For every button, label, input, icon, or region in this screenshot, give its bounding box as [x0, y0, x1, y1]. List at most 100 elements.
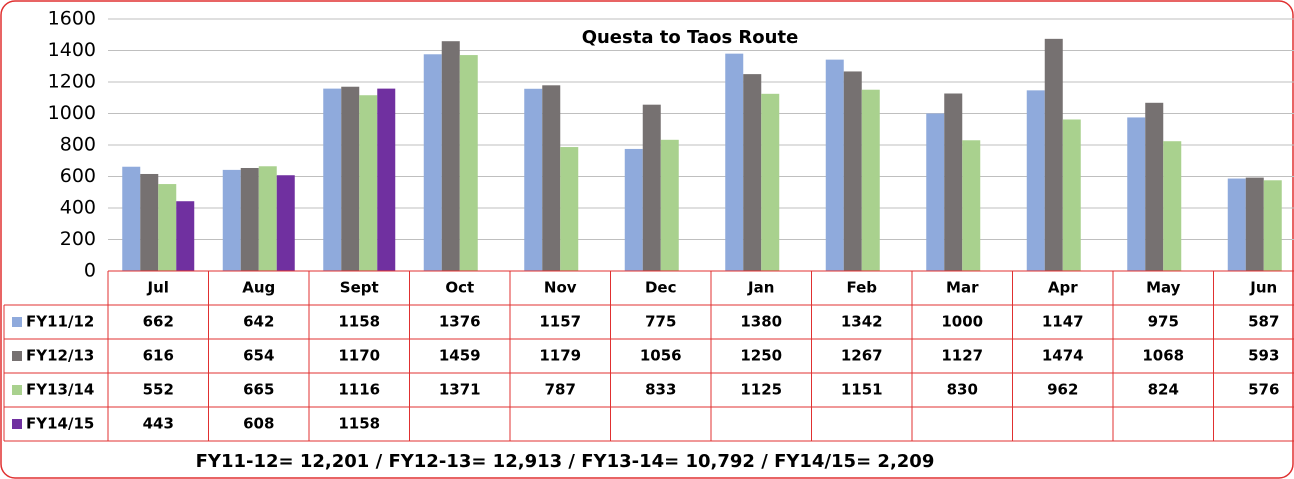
category-label: Sept [340, 279, 379, 297]
bar [158, 184, 177, 271]
bar [861, 89, 880, 271]
y-tick-label: 400 [60, 197, 96, 219]
bar [1026, 90, 1045, 271]
bar [660, 139, 679, 271]
category-label: Jun [1249, 279, 1277, 297]
bar [459, 55, 478, 271]
annotation: FY11-12= 12,201 / FY12-13= 12,913 / FY13… [196, 451, 935, 472]
data-label: 1250 [740, 347, 782, 365]
data-label: 830 [947, 381, 978, 399]
category-label: Jul [147, 279, 169, 297]
bar [926, 113, 945, 271]
data-label: 662 [143, 313, 174, 331]
data-label: 1158 [338, 313, 380, 331]
data-label: 1474 [1042, 347, 1084, 365]
bar [642, 104, 661, 272]
bar [725, 53, 744, 272]
legend-swatch [12, 385, 22, 395]
data-label: 587 [1248, 313, 1279, 331]
category-label: Oct [445, 279, 474, 297]
data-label: 1371 [439, 381, 481, 399]
data-label: 775 [645, 313, 676, 331]
bar [176, 201, 195, 271]
category-label: Mar [946, 279, 979, 297]
category-label: Feb [846, 279, 877, 297]
data-label: 665 [243, 381, 274, 399]
bar [825, 59, 844, 272]
bar [359, 95, 378, 271]
category-label: Dec [645, 279, 677, 297]
data-label: 1125 [740, 381, 782, 399]
bar [560, 147, 579, 271]
bar [323, 88, 342, 272]
data-label: 1267 [841, 347, 883, 365]
bar [743, 74, 762, 271]
data-label: 654 [243, 347, 274, 365]
bar [1044, 38, 1063, 271]
data-label: 608 [243, 415, 274, 433]
y-tick-label: 1400 [48, 39, 96, 61]
bar [140, 173, 159, 271]
category-label: Jan [747, 279, 774, 297]
data-label: 787 [545, 381, 576, 399]
bar [276, 175, 295, 271]
y-tick-label: 1000 [48, 102, 96, 124]
data-label: 1000 [941, 313, 983, 331]
category-label: May [1146, 279, 1181, 297]
legend-swatch [12, 351, 22, 361]
legend-swatch [12, 419, 22, 429]
data-label: 443 [143, 415, 174, 433]
category-label: Apr [1048, 279, 1078, 297]
y-tick-label: 600 [60, 165, 96, 187]
data-label: 576 [1248, 381, 1279, 399]
bar [1062, 119, 1081, 271]
bar [423, 54, 442, 271]
bar [341, 86, 360, 271]
bar [1227, 178, 1246, 271]
legend-swatch [12, 317, 22, 327]
data-label: 1179 [539, 347, 581, 365]
bar [944, 93, 963, 271]
data-label: 1147 [1042, 313, 1084, 331]
legend-label: FY12/13 [26, 347, 94, 365]
bar [122, 166, 141, 271]
data-label: 1056 [640, 347, 682, 365]
bar [222, 169, 241, 271]
bar [843, 71, 862, 271]
category-label: Aug [242, 279, 275, 297]
y-tick-label: 0 [84, 260, 96, 282]
bar [1145, 102, 1164, 271]
legend-label: FY14/15 [26, 415, 94, 433]
bar [1245, 177, 1264, 271]
bar [524, 88, 543, 272]
bar [1127, 117, 1146, 271]
bar [258, 166, 277, 271]
data-label: 833 [645, 381, 676, 399]
y-tick-label: 200 [60, 228, 96, 250]
y-tick-label: 1200 [48, 71, 96, 93]
bar [1263, 180, 1282, 271]
data-label: 962 [1047, 381, 1078, 399]
data-label: 616 [143, 347, 174, 365]
data-label: 1127 [941, 347, 983, 365]
data-label: 552 [143, 381, 174, 399]
data-label: 1157 [539, 313, 581, 331]
bar [441, 41, 460, 271]
bar [1163, 141, 1182, 271]
data-label: 1380 [740, 313, 782, 331]
legend-label: FY13/14 [26, 381, 94, 399]
data-label: 824 [1148, 381, 1179, 399]
data-label: 975 [1148, 313, 1179, 331]
legend-label: FY11/12 [26, 313, 94, 331]
bar [624, 148, 643, 271]
bar [542, 85, 561, 272]
data-label: 1459 [439, 347, 481, 365]
data-label: 1116 [338, 381, 380, 399]
bar [240, 167, 259, 271]
data-label: 1342 [841, 313, 883, 331]
chart-title: Questa to Taos Route [582, 27, 799, 48]
category-label: Nov [544, 279, 577, 297]
bar [761, 93, 780, 271]
y-tick-label: 1600 [48, 8, 96, 30]
